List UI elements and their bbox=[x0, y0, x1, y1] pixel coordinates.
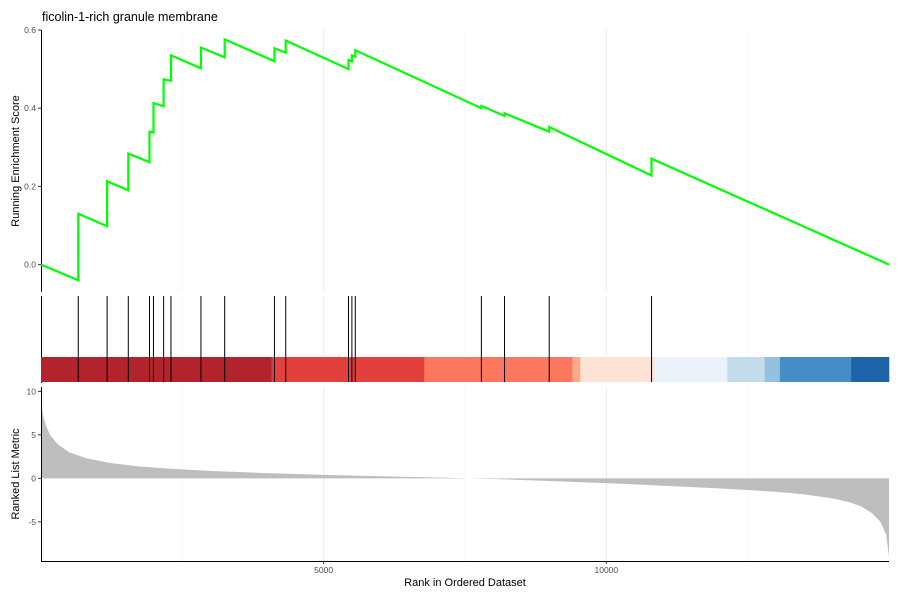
color-bar-segment bbox=[764, 357, 781, 382]
ranked-color-bar bbox=[41, 357, 890, 382]
rank-y-tick-label: 0 bbox=[31, 473, 36, 483]
color-bar-segment bbox=[41, 357, 272, 382]
color-bar-segment bbox=[851, 357, 890, 382]
rank-y-tick-label: 5 bbox=[31, 430, 36, 440]
x-axis-label: Rank in Ordered Dataset bbox=[404, 577, 526, 589]
rank-y-axis-label: Ranked List Metric bbox=[10, 428, 22, 520]
es-y-ticks: 0.0 0.2 0.4 0.6 bbox=[24, 25, 41, 270]
x-ticks: 5000 10000 bbox=[314, 561, 618, 575]
hits-gridlines bbox=[181, 296, 749, 356]
x-tick-label: 10000 bbox=[594, 565, 618, 575]
ranked-list-metric-area bbox=[41, 400, 889, 557]
enrichment-score-panel: 0.0 0.2 0.4 0.6 Running Enrichment Score bbox=[10, 25, 890, 292]
color-bar-segment bbox=[580, 357, 655, 382]
rank-y-tick-label: 10 bbox=[27, 386, 37, 396]
chart-title: ficolin-1-rich granule membrane bbox=[42, 10, 218, 24]
color-bar-segment bbox=[572, 357, 581, 382]
color-bar-segment bbox=[424, 357, 573, 382]
es-y-tick-label: 0.2 bbox=[24, 181, 36, 191]
es-y-tick-label: 0.6 bbox=[24, 25, 36, 35]
rank-y-tick-label: -5 bbox=[28, 517, 36, 527]
x-tick-label: 5000 bbox=[314, 565, 333, 575]
color-bar-segment bbox=[727, 357, 765, 382]
ranked-metric-panel: -5 0 5 10 5000 10000 Ranked List Metric Rank… bbox=[10, 386, 889, 589]
es-y-tick-label: 0.4 bbox=[24, 103, 36, 113]
gene-hits-panel bbox=[41, 296, 890, 383]
es-gridlines bbox=[181, 30, 749, 292]
color-bar-segment bbox=[779, 357, 852, 382]
es-y-tick-label: 0.0 bbox=[24, 260, 36, 270]
color-bar-segment bbox=[654, 357, 728, 382]
rank-y-ticks: -5 0 5 10 bbox=[27, 386, 41, 527]
es-y-axis-label: Running Enrichment Score bbox=[10, 95, 22, 226]
running-enrichment-score-line bbox=[40, 37, 890, 282]
gene-hit-marks bbox=[77, 296, 653, 382]
